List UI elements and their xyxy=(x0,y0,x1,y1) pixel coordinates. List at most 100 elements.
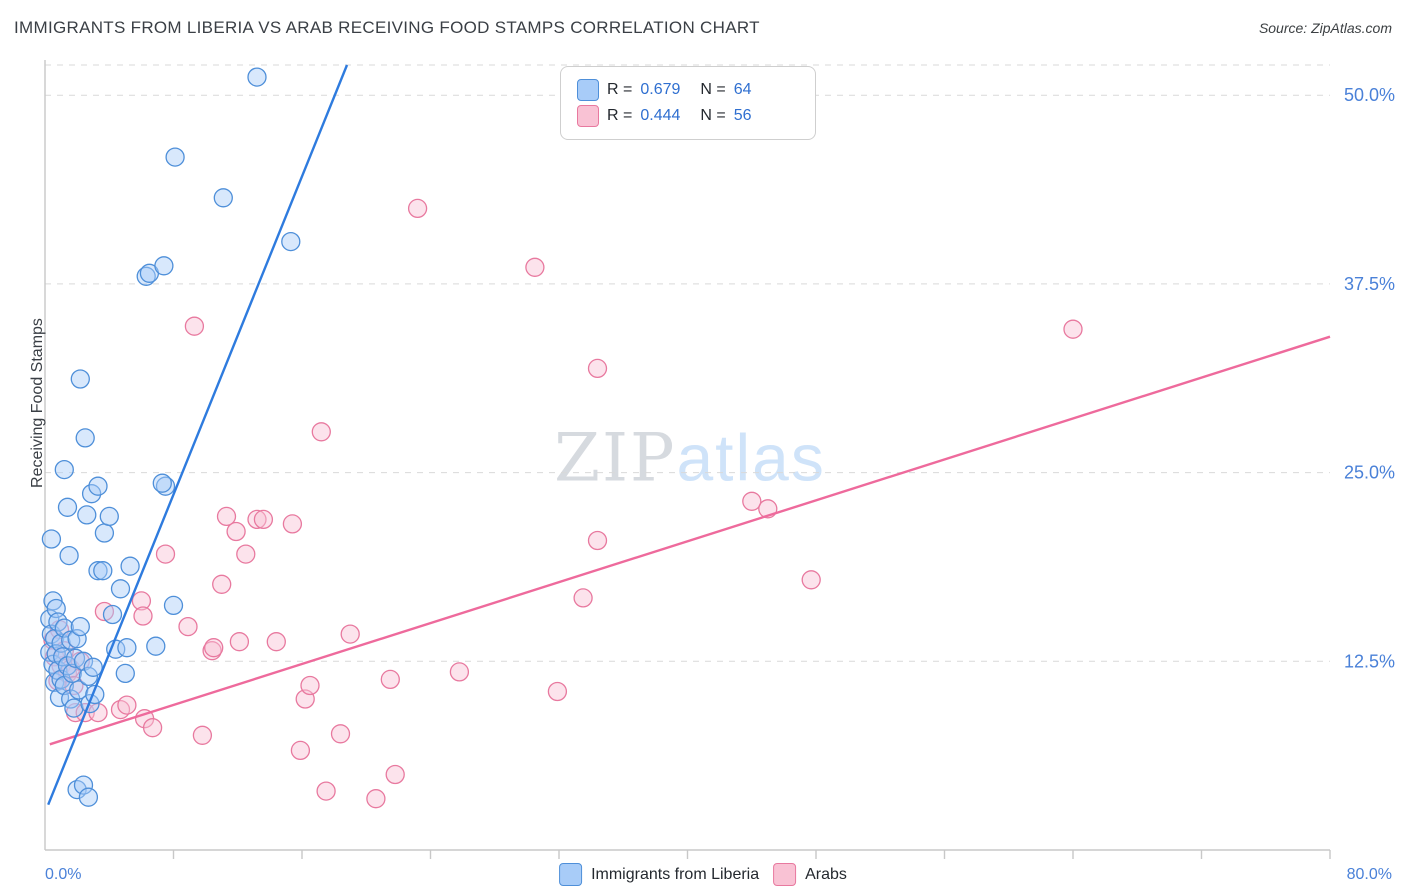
scatter-point-arabs xyxy=(226,521,246,542)
trend-line-arabs xyxy=(49,335,1331,746)
scatter-point-arabs xyxy=(266,632,286,652)
watermark-zip: ZIP xyxy=(554,419,677,497)
scatter-point-liberia xyxy=(99,506,119,527)
legend-label-arabs: Arabs xyxy=(805,865,847,883)
scatter-point-liberia xyxy=(93,561,113,581)
scatter-point-liberia xyxy=(57,497,78,517)
scatter-point-arabs xyxy=(340,624,360,644)
y-tick-label: 12.5% xyxy=(1344,651,1395,671)
watermark-atlas: atlas xyxy=(676,420,826,495)
scatter-point-arabs xyxy=(573,588,593,608)
n-label: N = xyxy=(700,81,726,98)
scatter-point-liberia xyxy=(83,657,103,677)
scatter-point-liberia xyxy=(120,556,140,576)
scatter-point-arabs xyxy=(184,316,205,336)
scatter-point-liberia xyxy=(67,629,87,649)
scatter-point-liberia xyxy=(54,618,74,638)
scatter-point-liberia xyxy=(61,630,81,650)
scatter-point-liberia xyxy=(146,636,166,656)
scatter-point-arabs xyxy=(247,509,267,530)
correlation-legend: R = 0.679 N = 64 R = 0.444 N = 56 xyxy=(560,66,816,140)
n-label: N = xyxy=(700,107,726,124)
scatter-point-arabs xyxy=(300,675,320,696)
scatter-point-arabs xyxy=(407,198,428,219)
scatter-point-liberia xyxy=(78,787,99,807)
scatter-point-liberia xyxy=(59,545,79,566)
liberia-swatch xyxy=(559,863,583,886)
y-tick-label: 37.5% xyxy=(1344,274,1395,294)
scatter-point-liberia xyxy=(75,428,95,448)
watermark: ZIPatlas xyxy=(554,420,826,497)
source-attribution: Source: ZipAtlas.com xyxy=(1258,20,1392,36)
scatter-point-arabs xyxy=(290,740,311,761)
scatter-point-arabs xyxy=(380,669,400,690)
scatter-point-liberia xyxy=(70,369,90,389)
scatter-point-liberia xyxy=(81,484,102,504)
scatter-point-arabs xyxy=(253,509,274,530)
scatter-point-liberia xyxy=(115,663,135,684)
scatter-point-arabs xyxy=(202,641,222,661)
arabs-swatch xyxy=(773,863,797,886)
r-value-arabs: 0.444 xyxy=(640,107,681,124)
scatter-point-liberia xyxy=(102,604,123,625)
scatter-point-liberia xyxy=(247,67,267,87)
scatter-point-arabs xyxy=(216,506,237,527)
scatter-point-arabs xyxy=(212,574,232,594)
scatter-point-liberia xyxy=(73,775,94,795)
arabs-legend-swatch xyxy=(577,105,599,127)
scatter-point-arabs xyxy=(282,514,303,534)
scatter-point-liberia xyxy=(62,663,82,684)
scatter-point-liberia xyxy=(163,595,184,616)
chart-header: IMMIGRANTS FROM LIBERIA VS ARAB RECEIVIN… xyxy=(14,18,1392,38)
scatter-point-arabs xyxy=(330,724,351,744)
scatter-point-liberia xyxy=(94,523,115,543)
scatter-point-liberia xyxy=(41,529,62,549)
scatter-point-arabs xyxy=(229,632,250,652)
y-axis-title: Receiving Food Stamps xyxy=(29,318,46,488)
scatter-point-arabs xyxy=(133,606,153,626)
scatter-point-liberia xyxy=(281,231,301,252)
series-legend: Immigrants from Liberia Arabs xyxy=(559,863,847,886)
scatter-point-liberia xyxy=(155,476,176,496)
scatter-point-liberia xyxy=(165,147,185,167)
legend-item-liberia: Immigrants from Liberia xyxy=(559,863,759,886)
y-tick-label: 25.0% xyxy=(1344,463,1395,483)
legend-label-liberia: Immigrants from Liberia xyxy=(591,865,760,883)
scatter-point-arabs xyxy=(311,422,331,442)
scatter-point-arabs xyxy=(131,591,152,611)
scatter-point-arabs xyxy=(547,681,568,702)
scatter-point-arabs xyxy=(192,725,213,745)
scatter-point-liberia xyxy=(154,256,174,276)
scatter-point-arabs xyxy=(236,544,256,564)
scatter-point-arabs xyxy=(587,530,608,551)
scatter-point-liberia xyxy=(213,188,233,208)
legend-row-arabs: R = 0.444 N = 56 xyxy=(577,103,799,129)
legend-item-arabs: Arabs xyxy=(773,863,847,886)
liberia-legend-swatch xyxy=(577,79,599,101)
scatter-point-arabs xyxy=(385,764,405,785)
scatter-point-arabs xyxy=(1063,319,1083,339)
scatter-point-arabs xyxy=(525,257,545,277)
scatter-point-arabs xyxy=(366,789,386,809)
scatter-point-liberia xyxy=(110,579,131,599)
legend-row-liberia: R = 0.679 N = 64 xyxy=(577,77,799,103)
scatter-point-liberia xyxy=(88,561,108,581)
n-value-arabs: 56 xyxy=(733,107,752,124)
trend-line-liberia xyxy=(47,64,349,806)
r-label: R = xyxy=(607,81,633,98)
scatter-point-arabs xyxy=(117,695,137,715)
scatter-point-liberia xyxy=(78,666,99,687)
scatter-point-liberia xyxy=(136,266,156,286)
scatter-point-arabs xyxy=(204,638,224,658)
scatter-point-arabs xyxy=(316,781,336,801)
scatter-point-arabs xyxy=(587,358,608,379)
n-value-liberia: 64 xyxy=(733,81,752,98)
scatter-point-arabs xyxy=(155,544,176,564)
scatter-point-liberia xyxy=(117,638,137,658)
scatter-point-arabs xyxy=(178,616,198,637)
scatter-point-liberia xyxy=(64,698,84,718)
scatter-point-liberia xyxy=(88,476,108,496)
r-value-liberia: 0.679 xyxy=(640,81,681,98)
